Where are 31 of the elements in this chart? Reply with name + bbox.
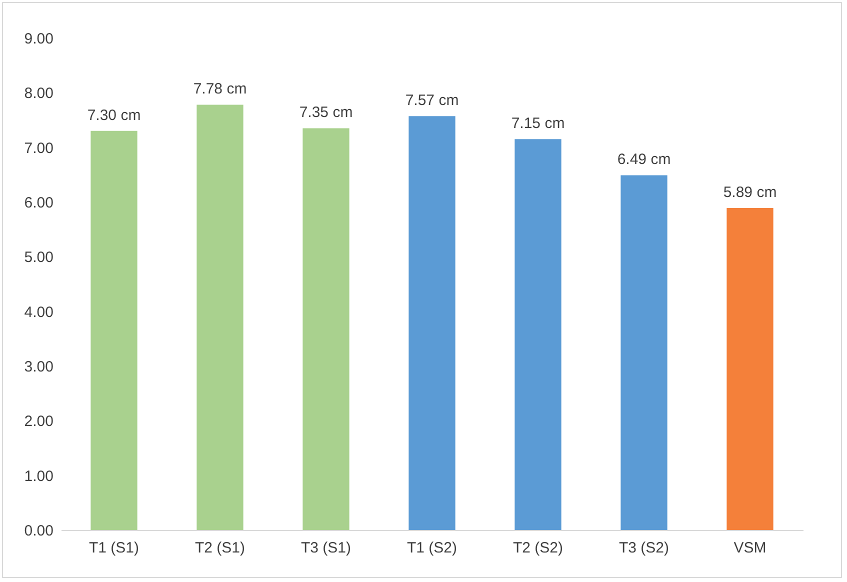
data-label: 7.78 cm bbox=[193, 80, 247, 98]
data-label: 7.35 cm bbox=[299, 104, 353, 122]
y-tick-label: 0.00 bbox=[24, 522, 54, 540]
x-tick-label: T3 (S1) bbox=[300, 540, 352, 556]
bar bbox=[90, 130, 138, 530]
bar bbox=[514, 139, 562, 530]
y-tick-label: 4.00 bbox=[24, 304, 54, 321]
x-tick-label: T1 (S1) bbox=[88, 540, 140, 556]
data-label: 7.57 cm bbox=[405, 92, 459, 110]
data-label: 7.15 cm bbox=[511, 115, 565, 132]
data-label: 6.49 cm bbox=[617, 151, 671, 168]
x-tick-label: T1 (S2) bbox=[406, 540, 458, 556]
y-tick-label: 6.00 bbox=[24, 194, 54, 212]
y-tick-label: 7.00 bbox=[24, 140, 54, 157]
bar bbox=[196, 104, 244, 530]
bar bbox=[726, 208, 774, 530]
y-tick-label: 2.00 bbox=[24, 413, 54, 430]
y-tick-label: 9.00 bbox=[24, 30, 54, 48]
y-tick-label: 3.00 bbox=[24, 358, 54, 376]
y-tick-label: 5.00 bbox=[24, 249, 54, 266]
x-tick-label: T2 (S1) bbox=[194, 540, 246, 556]
data-label: 5.89 cm bbox=[723, 184, 777, 202]
x-tick-label: T3 (S2) bbox=[618, 540, 670, 556]
bar bbox=[620, 175, 668, 530]
y-tick-label: 8.00 bbox=[24, 85, 54, 102]
x-tick-label: VSM bbox=[734, 540, 766, 556]
data-label: 7.30 cm bbox=[87, 106, 141, 124]
y-tick-label: 1.00 bbox=[24, 468, 54, 485]
bar bbox=[408, 116, 456, 530]
bar bbox=[302, 128, 350, 530]
x-tick-label: T2 (S2) bbox=[512, 540, 564, 556]
